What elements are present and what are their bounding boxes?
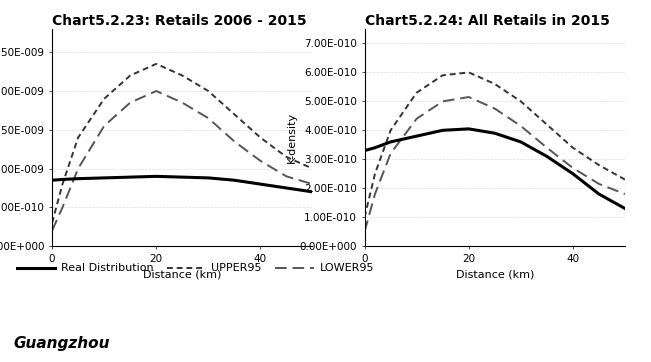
- X-axis label: Distance (km): Distance (km): [456, 269, 534, 279]
- Legend: Real Distribution, UPPER95, LOWER95: Real Distribution, UPPER95, LOWER95: [12, 259, 379, 278]
- X-axis label: Distance (km): Distance (km): [143, 269, 221, 279]
- Text: Chart5.2.24: All Retails in 2015: Chart5.2.24: All Retails in 2015: [365, 14, 609, 28]
- Y-axis label: K-density: K-density: [286, 112, 297, 163]
- Text: Guangzhou: Guangzhou: [13, 336, 109, 351]
- Text: Chart5.2.23: Retails 2006 - 2015: Chart5.2.23: Retails 2006 - 2015: [52, 14, 307, 28]
